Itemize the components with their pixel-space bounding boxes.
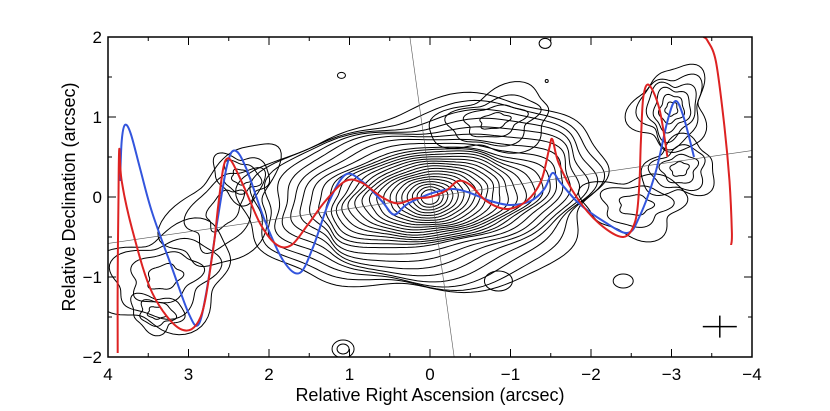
- x-axis-title: Relative Right Ascension (arcsec): [295, 385, 564, 405]
- blue-curve-1: [119, 100, 695, 327]
- y-tick-label: 0: [93, 188, 102, 207]
- y-tick-label: −1: [83, 268, 102, 287]
- x-tick-label: −2: [581, 365, 600, 384]
- contour-island: [336, 71, 346, 79]
- contour-line: [330, 150, 536, 243]
- contour-line: [658, 153, 700, 184]
- contour-line: [647, 144, 706, 192]
- red-curve-2: [116, 83, 669, 354]
- contour-line: [669, 160, 690, 177]
- contour-line: [157, 143, 282, 268]
- y-tick-label: 1: [93, 108, 102, 127]
- contour-line: [652, 86, 692, 134]
- contour-line: [577, 173, 689, 243]
- axis-ticks: 4 3 2 1 0 −1 −2 −3 −4 −2 −1 0 1 2: [83, 28, 762, 384]
- contour-line: [657, 93, 686, 125]
- contour-line: [428, 81, 550, 154]
- y-tick-label: 2: [93, 28, 102, 47]
- contour-line: [274, 117, 590, 283]
- contour-line: [309, 142, 557, 255]
- contour-line: [108, 217, 232, 336]
- red-curve-3: [702, 37, 733, 246]
- x-tick-label: −1: [501, 365, 520, 384]
- contour-line: [664, 101, 679, 117]
- contour-island: [538, 37, 552, 49]
- contour-line: [299, 138, 564, 262]
- contour-line: [263, 108, 599, 288]
- contour-line: [645, 81, 697, 144]
- contour-island: [331, 339, 355, 357]
- contour-line: [462, 104, 529, 138]
- contour-line: [212, 152, 271, 207]
- y-axis-title: Relative Declination (arcsec): [59, 82, 79, 311]
- contour-island: [612, 273, 634, 289]
- y-tick-label: −2: [83, 348, 102, 367]
- contour-line: [108, 237, 223, 320]
- x-tick-label: 2: [264, 365, 273, 384]
- x-tick-label: −4: [742, 365, 761, 384]
- contour-line: [335, 153, 527, 241]
- model-curves: [116, 37, 733, 354]
- contour-line: [281, 126, 581, 277]
- contour-line: [479, 112, 512, 130]
- x-tick-label: 4: [103, 365, 112, 384]
- contour-line: [361, 162, 494, 231]
- contour-line: [130, 292, 186, 337]
- contour-line: [406, 181, 454, 214]
- x-tick-label: 1: [345, 365, 354, 384]
- contour-line: [618, 194, 656, 216]
- contour-line: [640, 132, 715, 197]
- intensity-contours: [235, 91, 610, 294]
- contour-line: [376, 167, 483, 226]
- contour-line: [401, 178, 459, 217]
- contour-line: [368, 165, 489, 228]
- contour-line: [444, 94, 542, 147]
- x-tick-label: 3: [184, 365, 193, 384]
- beam-marker: [702, 315, 737, 338]
- contour-line: [235, 91, 610, 294]
- contour-line: [395, 175, 465, 219]
- contour-islands: [108, 37, 715, 357]
- contour-line: [347, 158, 509, 236]
- contour-island: [544, 79, 549, 83]
- contour-line: [341, 155, 518, 238]
- contour-line: [130, 251, 206, 304]
- contour-line: [383, 170, 477, 224]
- contour-line: [139, 299, 178, 327]
- x-tick-label: 0: [425, 365, 434, 384]
- contour-line: [354, 160, 501, 233]
- x-tick-label: −3: [662, 365, 681, 384]
- contour-line: [290, 133, 572, 270]
- contour-line: [624, 63, 708, 154]
- contour-island: [483, 270, 513, 292]
